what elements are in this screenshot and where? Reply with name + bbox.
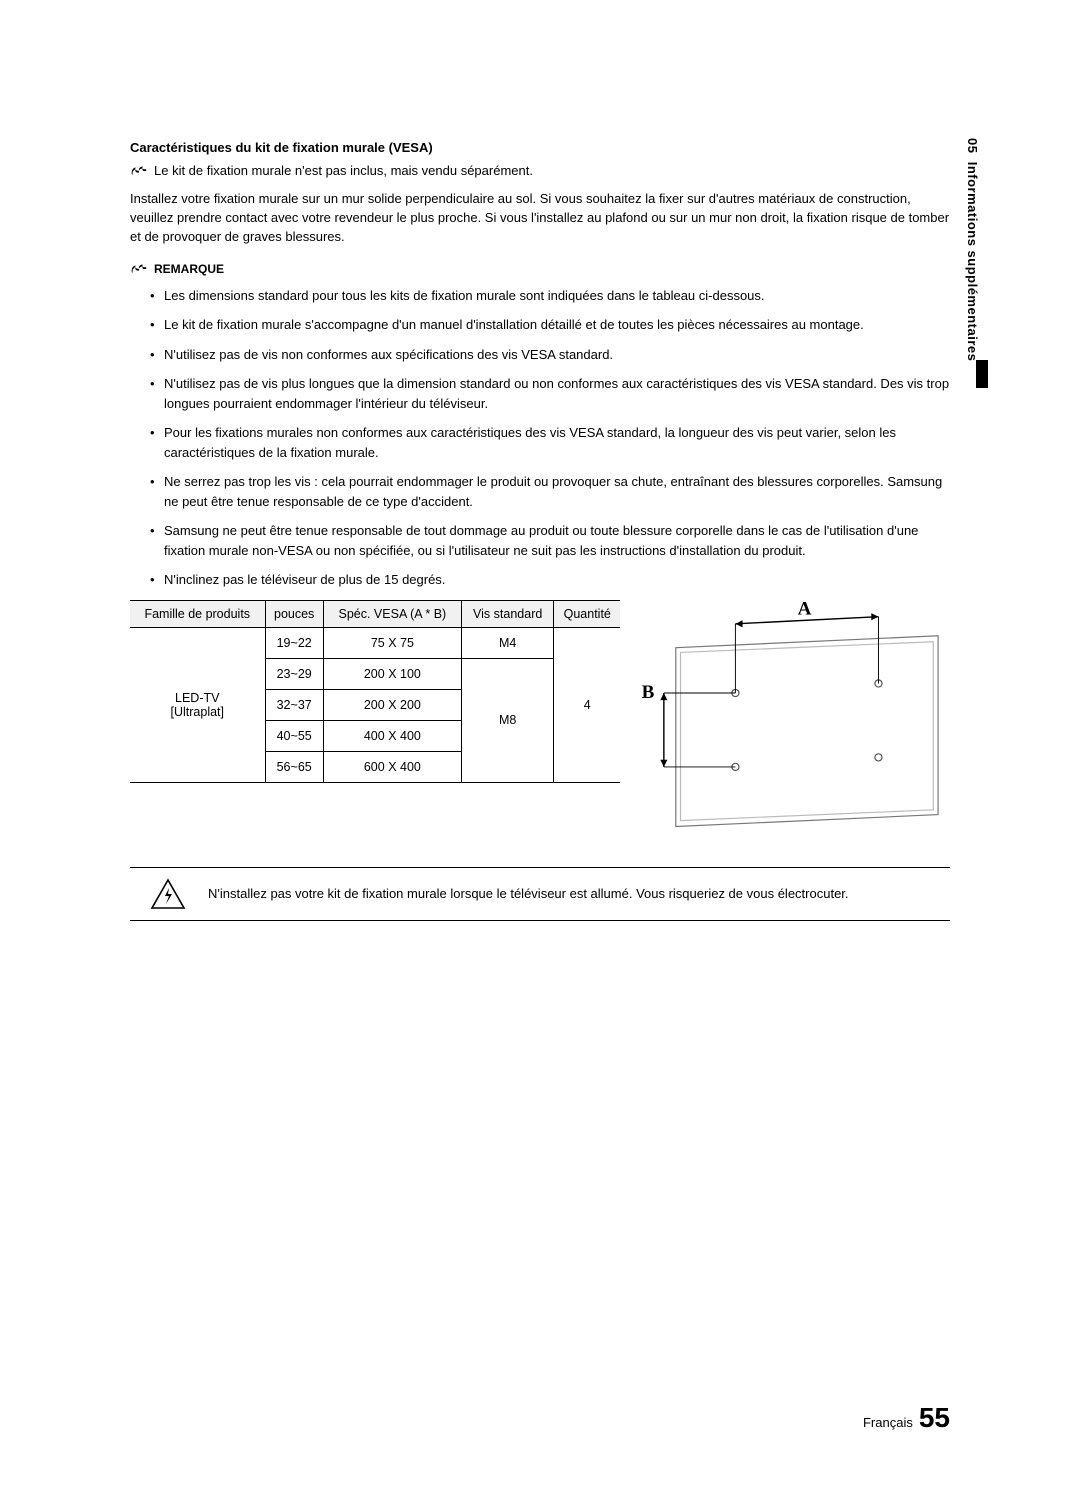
- note-icon: [130, 261, 148, 278]
- note-icon: [130, 163, 148, 180]
- cell-inches: 56~65: [265, 751, 323, 782]
- side-section-number: 05 Informations supplémentaires: [965, 138, 980, 361]
- th-qty: Quantité: [554, 600, 620, 627]
- intro-paragraph: Installez votre fixation murale sur un m…: [130, 190, 950, 247]
- list-item: Ne serrez pas trop les vis : cela pourra…: [164, 472, 950, 511]
- tv-back-svg: A B: [640, 600, 950, 838]
- cell-vesa: 400 X 400: [323, 720, 461, 751]
- footer-lang: Français: [863, 1415, 913, 1430]
- footer-page-number: 55: [919, 1402, 950, 1434]
- bullet-list: Les dimensions standard pour tous les ki…: [130, 286, 950, 590]
- list-item: Samsung ne peut être tenue responsable d…: [164, 521, 950, 560]
- cell-vesa: 75 X 75: [323, 627, 461, 658]
- warning-box: N'installez pas votre kit de fixation mu…: [130, 867, 950, 921]
- cell-qty: 4: [554, 627, 620, 782]
- th-family: Famille de produits: [130, 600, 265, 627]
- page-footer: Français 55: [863, 1402, 950, 1434]
- note-text: Le kit de fixation murale n'est pas incl…: [154, 163, 533, 178]
- table-row: LED-TV [Ultraplat] 19~22 75 X 75 M4 4: [130, 627, 620, 658]
- cell-inches: 23~29: [265, 658, 323, 689]
- th-inches: pouces: [265, 600, 323, 627]
- diagram-label-a: A: [798, 600, 812, 619]
- cell-inches: 40~55: [265, 720, 323, 751]
- section-heading: Caractéristiques du kit de fixation mura…: [130, 140, 950, 155]
- cell-inches: 19~22: [265, 627, 323, 658]
- vesa-table-wrap: Famille de produits pouces Spéc. VESA (A…: [130, 600, 620, 783]
- side-label-text: Informations supplémentaires: [965, 162, 980, 362]
- cell-vesa: 200 X 200: [323, 689, 461, 720]
- remarque-label: REMARQUE: [154, 262, 224, 276]
- side-num-text: 05: [965, 138, 980, 153]
- list-item: N'utilisez pas de vis plus longues que l…: [164, 374, 950, 413]
- side-page-marker: [976, 360, 988, 388]
- remarque-heading: REMARQUE: [130, 261, 950, 278]
- cell-screw: M8: [461, 658, 554, 782]
- document-page: 05 Informations supplémentaires Caractér…: [0, 0, 1080, 1494]
- list-item: Le kit de fixation murale s'accompagne d…: [164, 315, 950, 335]
- cell-vesa: 200 X 100: [323, 658, 461, 689]
- list-item: Les dimensions standard pour tous les ki…: [164, 286, 950, 306]
- warning-text: N'installez pas votre kit de fixation mu…: [198, 884, 849, 904]
- table-header-row: Famille de produits pouces Spéc. VESA (A…: [130, 600, 620, 627]
- diagram-label-b: B: [642, 681, 655, 702]
- warning-icon: [138, 878, 198, 910]
- list-item: N'utilisez pas de vis non conformes aux …: [164, 345, 950, 365]
- note-line: Le kit de fixation murale n'est pas incl…: [130, 163, 950, 180]
- table-and-diagram-row: Famille de produits pouces Spéc. VESA (A…: [130, 600, 950, 843]
- cell-inches: 32~37: [265, 689, 323, 720]
- th-screw: Vis standard: [461, 600, 554, 627]
- list-item: N'inclinez pas le téléviseur de plus de …: [164, 570, 950, 590]
- vesa-diagram: A B: [620, 600, 950, 843]
- cell-family: LED-TV [Ultraplat]: [130, 627, 265, 782]
- vesa-table: Famille de produits pouces Spéc. VESA (A…: [130, 600, 620, 783]
- cell-screw: M4: [461, 627, 554, 658]
- side-tab: 05 Informations supplémentaires: [965, 138, 980, 361]
- th-vesa: Spéc. VESA (A * B): [323, 600, 461, 627]
- cell-vesa: 600 X 400: [323, 751, 461, 782]
- list-item: Pour les fixations murales non conformes…: [164, 423, 950, 462]
